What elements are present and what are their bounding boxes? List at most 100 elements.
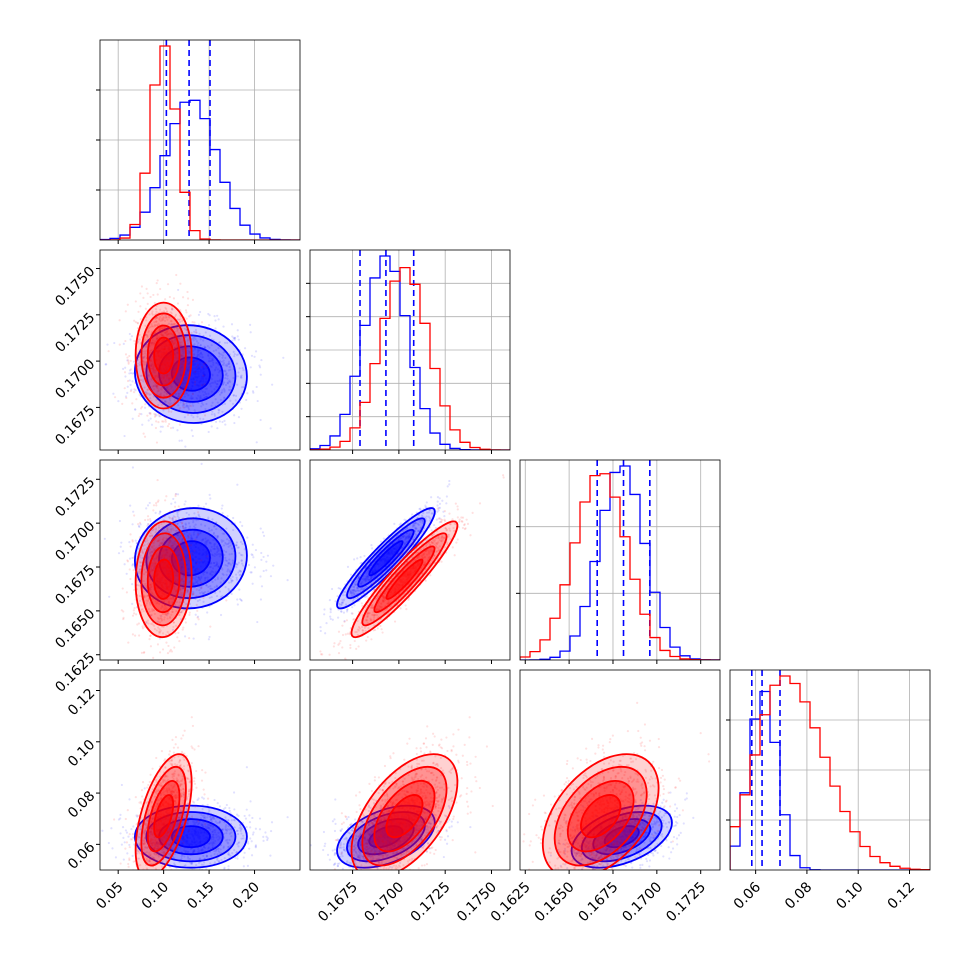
scatter-point: [399, 537, 403, 540]
scatter-point: [185, 591, 189, 594]
scatter-point: [160, 388, 163, 391]
scatter-point: [167, 402, 170, 405]
scatter-point: [356, 557, 359, 560]
scatter-point: [196, 397, 199, 400]
scatter-point: [187, 389, 190, 392]
scatter-point: [171, 517, 174, 520]
scatter-point: [170, 338, 174, 341]
scatter-point: [181, 360, 184, 363]
scatter-point: [214, 327, 217, 330]
scatter-point: [171, 544, 175, 547]
scatter-point: [175, 610, 178, 613]
scatter-point: [423, 556, 427, 559]
scatter-point: [211, 358, 214, 362]
scatter-point: [211, 374, 214, 377]
scatter-point: [215, 527, 218, 531]
scatter-point: [429, 543, 432, 547]
scatter-point: [187, 557, 190, 560]
scatter-point: [204, 346, 207, 349]
scatter-point: [168, 403, 171, 407]
scatter-point: [188, 360, 191, 364]
scatter-point: [163, 608, 166, 612]
scatter-point: [356, 597, 359, 600]
scatter-point: [163, 555, 166, 558]
scatter-point: [441, 519, 444, 522]
scatter-point: [198, 353, 201, 356]
scatter-point: [137, 622, 141, 625]
scatter-point: [198, 332, 201, 335]
scatter-point: [213, 524, 216, 528]
scatter-point: [157, 499, 160, 502]
scatter-point: [176, 533, 179, 536]
scatter-point: [181, 404, 184, 407]
scatter-point: [221, 389, 224, 392]
scatter-point: [164, 499, 167, 502]
scatter-point: [163, 380, 166, 383]
scatter-point: [189, 544, 193, 547]
scatter-point: [403, 518, 406, 521]
scatter-point: [152, 624, 156, 627]
scatter-point: [151, 367, 154, 370]
scatter-point: [167, 612, 170, 615]
scatter-point: [404, 604, 407, 607]
scatter-point: [367, 612, 371, 615]
scatter-point: [149, 583, 152, 587]
scatter-point: [365, 576, 369, 579]
scatter-point: [357, 575, 360, 578]
scatter-point: [165, 495, 168, 498]
scatter-point: [169, 332, 172, 335]
scatter-point: [140, 378, 143, 382]
scatter-point: [228, 558, 231, 561]
scatter-point: [173, 347, 177, 350]
scatter-point: [161, 554, 164, 557]
scatter-point: [162, 376, 165, 379]
scatter-point: [170, 320, 173, 323]
scatter-point: [139, 561, 143, 564]
scatter-point: [158, 651, 162, 654]
scatter-point: [128, 568, 131, 571]
scatter-point: [360, 587, 363, 591]
scatter-point: [183, 503, 186, 506]
scatter-point: [357, 589, 360, 592]
scatter-point: [164, 553, 167, 556]
scatter-point: [199, 338, 202, 341]
scatter-point: [366, 577, 370, 580]
scatter-point: [438, 502, 442, 505]
scatter-point: [346, 608, 349, 611]
scatter-point: [375, 613, 379, 617]
scatter-point: [210, 390, 214, 393]
scatter-point: [357, 576, 360, 580]
scatter-point: [368, 567, 371, 570]
scatter-point: [420, 567, 423, 570]
scatter-point: [160, 528, 164, 531]
scatter-point: [163, 375, 166, 378]
scatter-point: [155, 320, 158, 323]
scatter-point: [165, 548, 169, 551]
scatter-point: [157, 373, 160, 376]
scatter-point: [351, 606, 354, 609]
scatter-point: [228, 379, 231, 382]
scatter-point: [179, 559, 182, 562]
scatter-point: [216, 546, 219, 549]
scatter-point: [182, 365, 185, 368]
scatter-point: [380, 602, 383, 605]
scatter-point: [208, 360, 211, 363]
scatter-point: [399, 537, 402, 540]
scatter-point: [150, 323, 153, 326]
scatter-point: [129, 359, 132, 362]
scatter-point: [319, 629, 322, 633]
scatter-point: [243, 347, 247, 350]
scatter-point: [446, 543, 449, 546]
scatter-point: [216, 534, 220, 538]
scatter-point: [143, 651, 146, 654]
scatter-point: [408, 535, 411, 538]
scatter-point: [157, 421, 160, 424]
scatter-point: [174, 580, 178, 583]
scatter-point: [182, 527, 185, 530]
scatter-point: [138, 561, 142, 564]
scatter-point: [180, 344, 183, 347]
scatter-point: [156, 337, 159, 340]
scatter-point: [179, 588, 182, 591]
scatter-point: [146, 563, 150, 566]
scatter-point: [151, 551, 154, 554]
